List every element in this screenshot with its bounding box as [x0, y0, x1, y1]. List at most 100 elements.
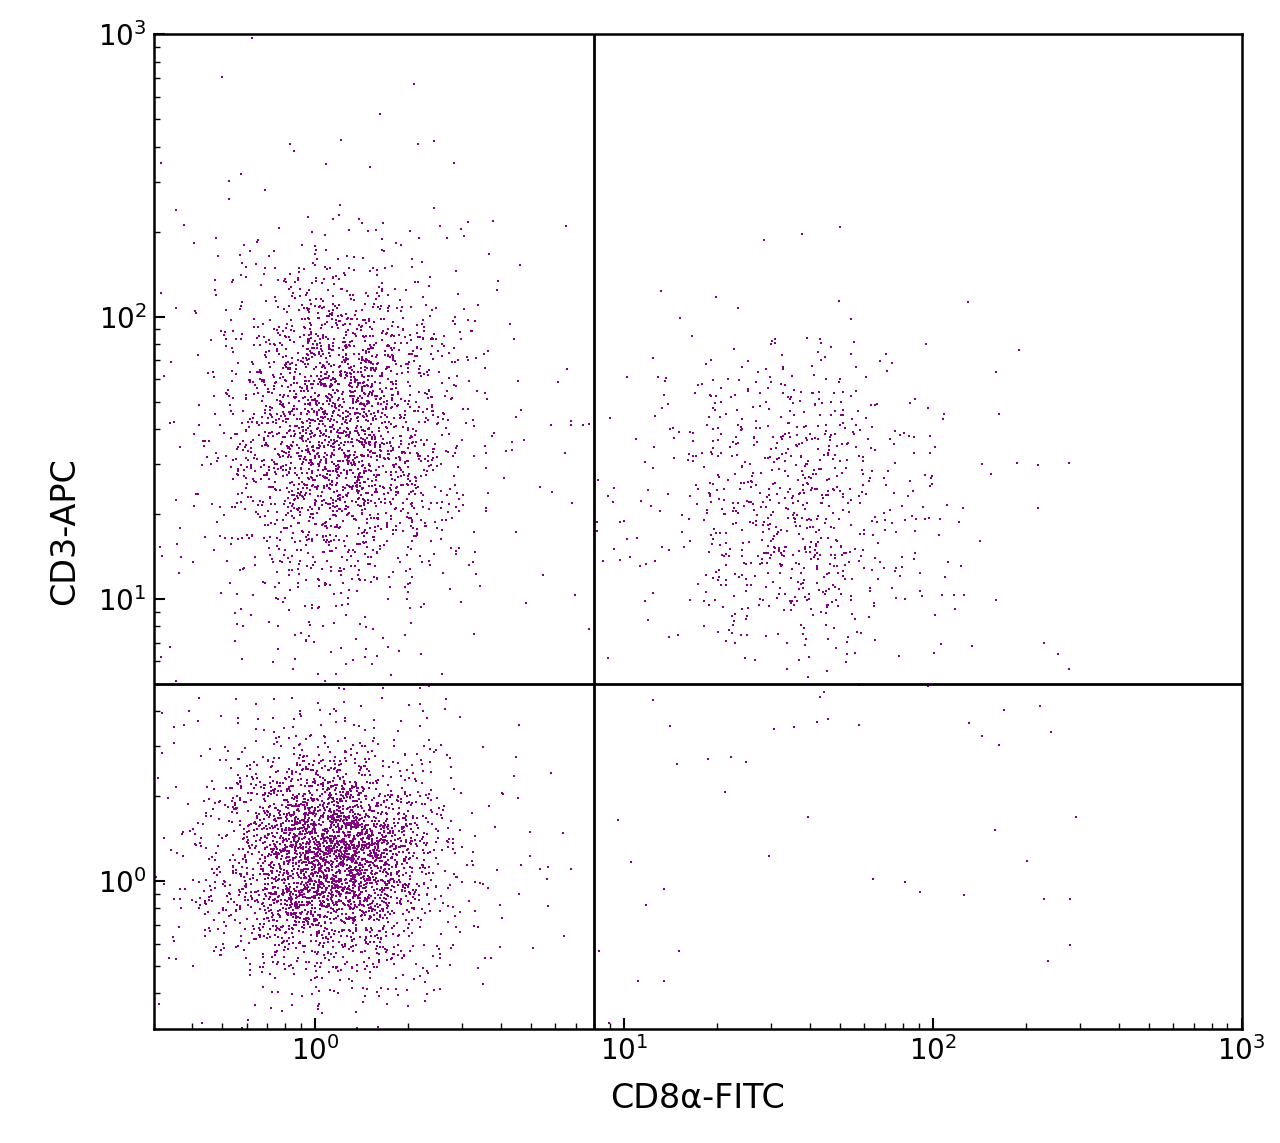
Point [328, 466, 348, 485]
Point [296, 394, 316, 413]
Point [305, 849, 325, 868]
Point [399, 509, 420, 527]
Point [394, 805, 415, 823]
Point [357, 743, 378, 761]
Point [351, 697, 371, 716]
Point [262, 905, 283, 924]
Point [394, 945, 415, 964]
Point [289, 825, 310, 844]
Point [684, 424, 704, 442]
Point [380, 824, 401, 842]
Point [733, 497, 754, 515]
Point [428, 855, 448, 873]
Point [329, 458, 349, 477]
Point [323, 438, 343, 456]
Point [428, 408, 448, 426]
Point [314, 527, 334, 545]
Point [335, 839, 356, 857]
Point [385, 355, 406, 374]
Point [265, 336, 285, 354]
Point [326, 702, 347, 720]
Point [334, 266, 355, 285]
Point [849, 401, 869, 419]
Point [604, 539, 625, 558]
Point [224, 800, 244, 818]
Point [360, 799, 380, 817]
Point [398, 355, 419, 374]
Point [265, 943, 285, 961]
Point [317, 828, 338, 846]
Point [270, 906, 291, 925]
Point [296, 631, 316, 649]
Point [324, 585, 344, 604]
Point [338, 447, 358, 465]
Point [338, 453, 358, 471]
Point [417, 824, 438, 842]
Point [265, 917, 285, 935]
Point [298, 208, 319, 226]
Point [346, 896, 366, 914]
Point [364, 815, 384, 833]
Point [259, 856, 279, 874]
Point [247, 893, 268, 911]
Point [372, 909, 393, 927]
Point [383, 845, 403, 863]
Point [253, 315, 274, 334]
Point [364, 854, 384, 872]
Point [268, 820, 288, 838]
Point [355, 757, 375, 775]
Point [308, 343, 329, 361]
Point [307, 406, 328, 424]
Point [348, 483, 369, 502]
Point [788, 471, 809, 489]
Point [384, 826, 404, 845]
Point [404, 438, 425, 456]
Point [326, 848, 347, 866]
Point [292, 792, 312, 810]
Point [394, 853, 415, 871]
Point [343, 869, 364, 887]
Point [865, 631, 886, 649]
Point [378, 806, 398, 824]
Point [302, 455, 323, 473]
Point [334, 337, 355, 355]
Point [678, 510, 699, 528]
Point [335, 826, 356, 845]
Point [282, 354, 302, 373]
Point [637, 612, 658, 630]
Point [337, 910, 357, 928]
Point [284, 825, 305, 844]
Point [1060, 936, 1080, 954]
Point [292, 237, 312, 255]
Point [905, 544, 925, 562]
Point [388, 814, 408, 832]
Point [316, 527, 337, 545]
Point [321, 887, 342, 905]
Point [9, 479, 29, 497]
Point [210, 751, 230, 769]
Point [314, 908, 334, 926]
Point [316, 889, 337, 908]
Point [337, 463, 357, 481]
Point [392, 408, 412, 426]
Point [841, 344, 861, 362]
Point [312, 293, 333, 311]
Point [298, 894, 319, 912]
Point [207, 920, 228, 938]
Point [310, 809, 330, 828]
Point [342, 972, 362, 990]
Point [303, 402, 324, 421]
Point [234, 235, 255, 254]
Point [246, 904, 266, 922]
Point [735, 753, 755, 772]
Point [307, 694, 328, 712]
Point [289, 328, 310, 346]
Point [196, 804, 216, 822]
Point [776, 585, 796, 604]
Point [850, 421, 870, 439]
Point [302, 888, 323, 906]
Point [343, 477, 364, 495]
Point [289, 830, 310, 848]
Point [457, 400, 477, 418]
Point [786, 455, 806, 473]
